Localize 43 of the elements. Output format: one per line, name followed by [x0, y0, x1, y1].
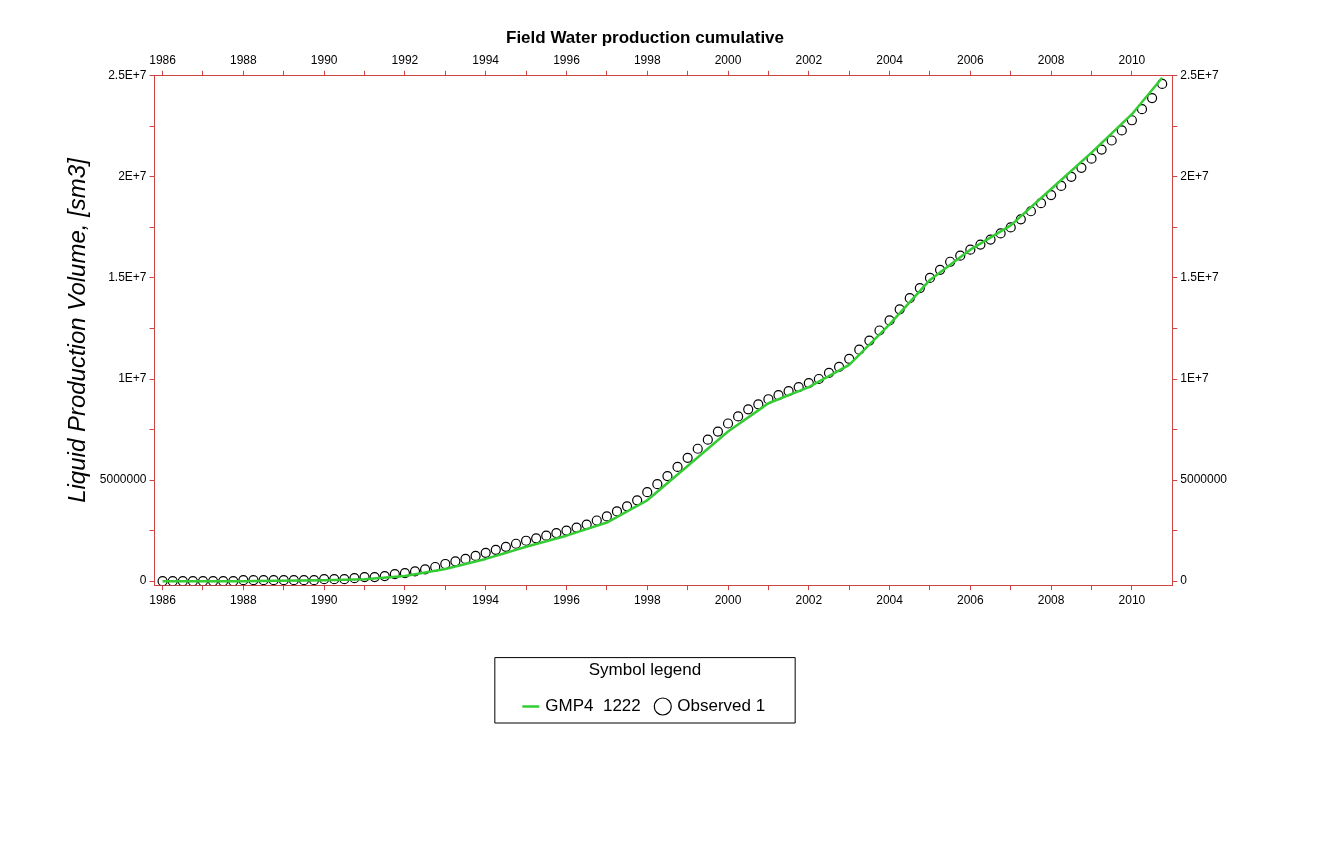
- x2-tick-label: 1988: [230, 52, 258, 67]
- y-tick-label: 2E+7: [118, 169, 147, 184]
- x2-tick-label: 1996: [553, 52, 581, 67]
- x2-tick-label: 2008: [1037, 52, 1065, 67]
- x-tick-label: 1996: [553, 592, 581, 607]
- y2-tick-label: 2.5E+7: [1180, 68, 1219, 83]
- x-tick-label: 1994: [472, 592, 500, 607]
- y-tick-label: 0: [139, 573, 147, 588]
- y-axis-title: Liquid Production Volume, [sm3]: [63, 156, 91, 503]
- legend-label: Observed 1: [677, 696, 766, 716]
- x2-tick-label: 1994: [472, 52, 500, 67]
- y-tick-label: 5000000: [99, 472, 147, 487]
- y2-tick-label: 0: [1180, 573, 1188, 588]
- x-tick-label: 2008: [1037, 592, 1065, 607]
- x2-tick-label: 1998: [633, 52, 661, 67]
- x-tick-label: 2000: [714, 592, 742, 607]
- x-tick-label: 2010: [1118, 592, 1146, 607]
- legend-label: GMP4 1222: [545, 696, 641, 716]
- y2-tick-label: 1.5E+7: [1180, 270, 1219, 285]
- y2-tick-label: 5000000: [1180, 472, 1228, 487]
- y-tick-label: 2.5E+7: [108, 68, 147, 83]
- x2-tick-label: 1986: [149, 52, 177, 67]
- legend-title: Symbol legend: [588, 659, 702, 679]
- x-tick-label: 1988: [230, 592, 258, 607]
- x-tick-label: 2002: [795, 592, 823, 607]
- x-tick-label: 2004: [876, 592, 904, 607]
- chart-title: Field Water production cumulative: [505, 27, 785, 47]
- x2-tick-label: 1992: [391, 52, 419, 67]
- x-tick-label: 1998: [633, 592, 661, 607]
- x-tick-label: 1986: [149, 592, 177, 607]
- x2-tick-label: 2010: [1118, 52, 1146, 67]
- y-tick-label: 1.5E+7: [108, 270, 147, 285]
- y2-tick-label: 1E+7: [1180, 371, 1209, 386]
- x-tick-label: 1992: [391, 592, 419, 607]
- x2-tick-label: 2002: [795, 52, 823, 67]
- x-tick-label: 2006: [956, 592, 985, 607]
- x2-tick-label: 2004: [876, 52, 904, 67]
- x2-tick-label: 2000: [714, 52, 742, 67]
- x2-tick-label: 2006: [956, 52, 985, 67]
- y2-tick-label: 2E+7: [1180, 169, 1209, 184]
- x-tick-label: 1990: [310, 592, 338, 607]
- y-tick-label: 1E+7: [118, 371, 147, 386]
- x2-tick-label: 1990: [310, 52, 338, 67]
